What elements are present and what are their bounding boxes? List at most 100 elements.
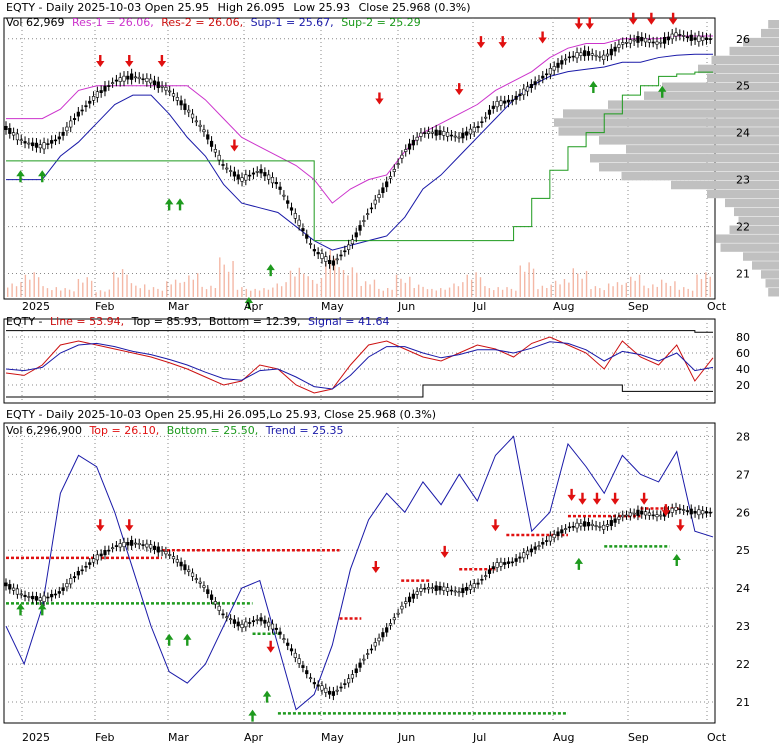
volume-bar xyxy=(590,289,592,297)
trend-tick-label: 25 xyxy=(736,544,750,557)
candle-body xyxy=(567,526,572,529)
volume-bar xyxy=(417,284,420,297)
volume-bar xyxy=(51,290,53,297)
candle-body xyxy=(678,508,682,511)
candle-body xyxy=(61,587,65,591)
candle-body xyxy=(274,182,278,185)
candle-body xyxy=(198,124,202,127)
candle-body xyxy=(339,686,343,689)
volume-profile-bar xyxy=(711,55,779,65)
candle-body xyxy=(499,100,503,106)
volume-profile-bar xyxy=(716,234,779,243)
down-arrow xyxy=(230,139,239,152)
candle-body xyxy=(575,522,579,529)
candle-body xyxy=(343,683,347,685)
candle-body xyxy=(503,562,507,565)
volume-bar xyxy=(325,262,327,297)
candle-body xyxy=(411,139,415,146)
volume-bar xyxy=(148,289,150,297)
volume-bar xyxy=(519,265,521,297)
candle-body xyxy=(126,541,130,546)
volume-bar xyxy=(77,279,80,297)
volume-bar xyxy=(157,288,159,297)
candle-body xyxy=(438,130,442,136)
candle-body xyxy=(659,41,663,44)
candle-body xyxy=(130,540,134,546)
candle-body xyxy=(518,556,522,559)
candle-body xyxy=(12,132,16,136)
candle-body xyxy=(571,526,575,528)
candle-body xyxy=(4,125,8,130)
oscillator-line-line xyxy=(5,336,714,394)
candle-body xyxy=(171,93,176,97)
candle-body xyxy=(522,552,526,559)
candle-body xyxy=(72,118,77,121)
up-arrow xyxy=(164,198,174,211)
volume-bar xyxy=(192,279,194,297)
trend-line xyxy=(5,435,714,711)
candle-body xyxy=(476,126,480,129)
candle-body xyxy=(141,78,145,81)
volume-bar xyxy=(263,288,265,297)
down-arrow xyxy=(647,12,656,25)
candle-body xyxy=(655,514,659,518)
volume-bar xyxy=(378,288,380,297)
month-tick-label: Apr xyxy=(244,731,264,744)
volume-bar xyxy=(223,264,225,297)
candle-body xyxy=(640,36,644,42)
trend-header-line2: Vol 6,296,900 Top = 26.10, Bottom = 25.5… xyxy=(6,424,344,437)
candle-body xyxy=(274,627,278,630)
candle-body xyxy=(670,33,674,40)
candle-body xyxy=(209,594,214,600)
candle-body xyxy=(358,662,362,668)
volume-profile-bar xyxy=(554,118,779,127)
volume-bar xyxy=(581,278,583,297)
price-header-line1: EQTY - Daily 2025-10-03 Open 25.95 High … xyxy=(6,1,471,14)
volume-bar xyxy=(320,278,323,297)
candle-body xyxy=(27,142,31,145)
trend-candles xyxy=(4,502,712,701)
candle-body xyxy=(15,588,20,595)
candle-body xyxy=(12,587,16,591)
candle-body xyxy=(110,82,115,84)
volume-bar xyxy=(462,282,464,297)
candle-body xyxy=(206,134,210,140)
candle-body xyxy=(183,103,187,110)
candle-body xyxy=(263,619,267,624)
volume-bar xyxy=(435,290,438,297)
volume-bar xyxy=(351,267,354,297)
month-tick-label: Sep xyxy=(628,300,649,313)
down-arrow xyxy=(639,492,649,505)
trend-tick-label: 21 xyxy=(736,696,750,709)
candle-body xyxy=(465,587,469,591)
candle-body xyxy=(8,584,12,590)
candle-body xyxy=(107,85,111,87)
volume-bar xyxy=(444,289,446,297)
down-arrow xyxy=(476,36,486,49)
trend-header-trend: Trend = 25.35 xyxy=(265,424,344,437)
candle-body xyxy=(244,174,248,181)
candle-body xyxy=(145,77,149,82)
candle-body xyxy=(354,668,358,673)
volume-bar xyxy=(541,285,544,297)
up-arrow xyxy=(658,85,667,98)
candle-body xyxy=(99,553,103,557)
candle-body xyxy=(579,52,583,56)
candle-body xyxy=(190,113,195,119)
candle-body xyxy=(95,91,99,98)
volume-bar xyxy=(669,285,672,297)
volume-bar xyxy=(387,288,389,297)
volume-bar xyxy=(250,290,252,297)
down-arrow xyxy=(610,492,620,505)
price-header-vol: Vol 62,969 xyxy=(6,16,64,29)
candle-body xyxy=(522,88,526,96)
candle-body xyxy=(682,35,686,37)
month-tick-label: Feb xyxy=(95,300,114,313)
candle-body xyxy=(419,132,423,137)
volume-bar xyxy=(64,288,66,297)
volume-profile-bar xyxy=(765,279,779,288)
volume-bar xyxy=(404,282,407,297)
candle-body xyxy=(19,139,23,142)
down-arrow xyxy=(125,54,134,67)
